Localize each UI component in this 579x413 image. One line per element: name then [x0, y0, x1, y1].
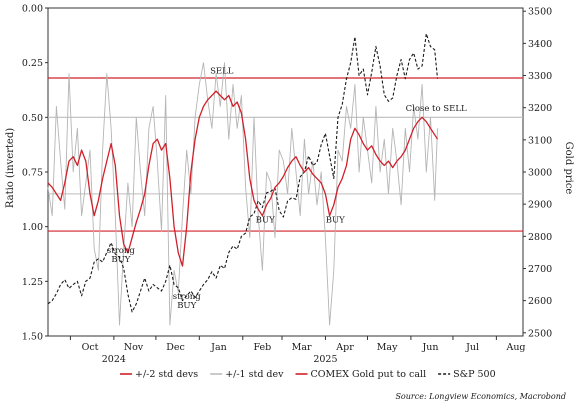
legend-label: +/-2 std devs — [135, 369, 198, 380]
y-right-tick-label: 3300 — [528, 71, 552, 82]
series-line--1-std-dev — [47, 62, 438, 326]
y-right-tick-label: 2900 — [528, 200, 552, 211]
x-tick-label: Nov — [124, 342, 144, 353]
annotation-label: BUY — [177, 301, 196, 311]
y-right-tick-label: 2800 — [528, 232, 552, 243]
y-left-tick-label: 0.75 — [22, 168, 43, 179]
y-right-tick-label: 2700 — [528, 264, 552, 275]
annotation-label: strong — [107, 246, 135, 256]
x-tick-label: Apr — [335, 342, 354, 353]
y-left-tick-label: 0.50 — [22, 113, 43, 124]
y-right-tick-label: 3000 — [528, 168, 552, 179]
source-note: Source: Longview Economics, Macrobond — [395, 392, 566, 401]
axes-layer: 0.00 0.25 0.50 0.75 1.00 1.25 1.50 2500 2600 2700… — [22, 4, 552, 366]
annotation-label: SELL — [210, 67, 234, 77]
series-line-s-p-500 — [47, 33, 439, 313]
legend-label: COMEX Gold put to call — [311, 369, 427, 380]
x-tick-label: Jan — [210, 342, 227, 353]
x-tick-label: May — [377, 342, 398, 353]
reference-lines — [48, 77, 523, 232]
x-tick-label: Jun — [421, 342, 438, 353]
y-right-tick-label: 3400 — [528, 39, 552, 50]
y-axis-right-title: Gold price — [563, 142, 574, 195]
x-tick-label: Jul — [465, 342, 479, 353]
legend-label: +/-1 std dev — [225, 369, 284, 380]
x-tick-label: Mar — [292, 342, 312, 353]
y-right-tick-label: 3500 — [528, 7, 552, 18]
x-year-label: 2024 — [102, 354, 126, 365]
series-line-comex-gold-put-to-call — [47, 90, 439, 267]
y-left-tick-label: 1.00 — [22, 222, 43, 233]
annotation-label: strong — [173, 292, 201, 302]
x-tick-label: Dec — [166, 342, 185, 353]
annotation-label: Close to SELL — [406, 104, 467, 114]
y-left-tick-label: 1.25 — [22, 277, 43, 288]
series-layer — [47, 33, 439, 326]
x-year-label: 2025 — [313, 354, 337, 365]
y-axis-left-title: Ratio (inverted) — [5, 128, 16, 208]
x-tick-label: Feb — [253, 342, 271, 353]
y-right-tick-label: 3200 — [528, 103, 552, 114]
x-tick-label: Aug — [505, 342, 525, 353]
y-right-tick-label: 2500 — [528, 328, 552, 339]
annotation-label: BUY — [256, 215, 275, 225]
y-left-tick-label: 0.00 — [22, 4, 43, 15]
y-left-tick-label: 0.25 — [22, 58, 43, 69]
annotation-label: BUY — [111, 255, 130, 265]
legend-label: S&P 500 — [453, 369, 496, 380]
y-right-tick-label: 3100 — [528, 135, 552, 146]
y-left-tick-label: 1.50 — [22, 332, 43, 343]
y-right-tick-label: 2600 — [528, 296, 552, 307]
x-tick-label: Oct — [82, 342, 99, 353]
annotation-label: BUY — [326, 215, 345, 225]
legend: +/-2 std devs +/-1 std dev COMEX Gold put … — [120, 369, 496, 380]
